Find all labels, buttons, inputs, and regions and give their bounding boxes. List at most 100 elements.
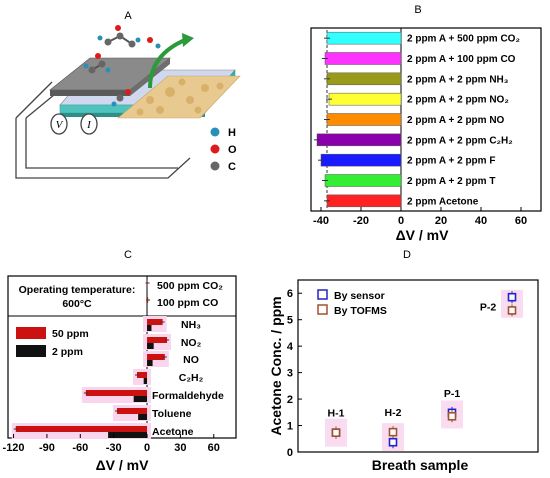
panel-c-bar-label-7: Formaldehyde — [152, 390, 224, 402]
panel-c-bar-label-4: NO₂ — [181, 337, 202, 349]
panel-label-c: C — [124, 249, 132, 261]
panel-b-bar-2-ppm-acetone — [326, 194, 402, 208]
panel-c-bar-2ppm-c-h — [143, 378, 148, 384]
panel-d-y-axis-label: Acetone Conc. / ppm — [268, 296, 284, 435]
panel-c-bar-label-3: NH₃ — [181, 319, 201, 331]
panel-label-b: B — [414, 4, 421, 16]
panel-b-bar-2-ppm-a-500-ppm-co — [326, 31, 402, 45]
panel-c-bar-2ppm-no — [147, 360, 153, 366]
panel-b-bar-label-3: 2 ppm A + 2 ppm NH₃ — [407, 74, 509, 85]
panel-b-bars: 2 ppm A + 500 ppm CO₂ 2 ppm A + 100 ppm C… — [314, 31, 520, 208]
panel-b-tick-label: 40 — [475, 215, 487, 227]
panel-b-frame — [310, 27, 542, 212]
panel-b-tick-label: 0 — [398, 215, 404, 227]
atom-legend-o: O — [228, 144, 237, 156]
panel-label-a: A — [124, 10, 132, 22]
panel-d-tick-label: 1 — [287, 421, 293, 433]
panel-b-bar-2-ppm-a-100-ppm-co — [324, 52, 402, 65]
panel-c-bar-50ppm-c-h — [137, 372, 148, 378]
legend-swatch-50ppm — [16, 327, 46, 339]
atom-legend-h: H — [228, 127, 236, 139]
atom-legend-c: C — [228, 161, 236, 173]
panel-d-tick-label: 2 — [287, 394, 293, 406]
panel-label-d: D — [403, 249, 411, 261]
panel-b-tick-label: 60 — [515, 215, 527, 227]
panel-c-bar-2ppm-acetone — [108, 432, 148, 438]
panel-c-tick-label: -60 — [72, 442, 88, 454]
panel-b-bar-2-ppm-a-2-ppm-nh — [326, 72, 402, 86]
panel-b-bar-label-1: 2 ppm A + 500 ppm CO₂ — [407, 34, 520, 45]
panel-b-bar-label-5: 2 ppm A + 2 ppm NO — [407, 115, 505, 126]
panel-c-bar-2ppm-toluene — [138, 414, 148, 420]
panel-b-bar-label-8: 2 ppm A + 2 ppm T — [407, 176, 495, 187]
panel-c-tick-label: -90 — [39, 442, 55, 454]
panel-c-bar-label-6: C₂H₂ — [179, 372, 204, 384]
panel-d-frame — [297, 279, 539, 453]
voltmeter-label: V — [56, 119, 64, 131]
panel-d-sample-label-p-2: P-2 — [480, 301, 497, 313]
panel-b-bar-label-2: 2 ppm A + 100 ppm CO — [407, 54, 516, 65]
panel-c-tick-label: 60 — [208, 442, 220, 454]
voltmeter-icon — [50, 113, 68, 135]
panel-c-bar-50ppm-no — [147, 354, 165, 360]
panel-d-sample-label-p-1: P-1 — [444, 388, 461, 400]
panel-d-point-by-tofms-p-1 — [447, 411, 457, 421]
legend-label-by-sensor: By sensor — [334, 290, 385, 302]
panel-d-legend: By sensor By TOFMS — [317, 289, 387, 317]
panel-c-legend: 50 ppm 2 ppm — [16, 327, 89, 358]
panel-d-tick-label: 0 — [287, 447, 293, 459]
panel-b-bar-2-ppm-a-2-ppm-f — [320, 153, 402, 167]
panel-d-sample-label-h-1: H-1 — [328, 408, 345, 420]
panel-d-point-by-tofms-h-2 — [388, 427, 398, 437]
panel-b-bar-label-4: 2 ppm A + 2 ppm NO₂ — [407, 95, 509, 106]
panel-c-bar-label-9: Acetone — [152, 426, 194, 438]
atom-legend: H O C — [210, 127, 237, 173]
panel-c-bar-label-2: 100 ppm CO — [157, 297, 218, 309]
hydrogen-atom-icon — [210, 127, 220, 137]
panel-c-bar-2ppm-nh — [147, 325, 152, 331]
panel-c-bar-2ppm-formaldehyde — [133, 396, 148, 402]
panel-d-y-axis: 0 1 2 3 4 5 6 — [287, 288, 302, 459]
panel-c-tick-label: 0 — [144, 442, 150, 454]
panel-d-point-by-sensor-h-2 — [388, 437, 398, 447]
panel-b-tick-label: -40 — [313, 215, 329, 227]
panel-c-bar-50ppm-formaldehyde — [85, 390, 148, 396]
panel-d-points: H-1 H-2 P-1 P-2 — [325, 289, 523, 452]
carbon-atom-icon — [210, 161, 220, 171]
panel-d-x-axis-label: Breath sample — [372, 457, 469, 473]
panel-b-bar-label-6: 2 ppm A + 2 ppm C₂H₂ — [407, 135, 513, 146]
ammeter-icon — [80, 113, 98, 135]
panel-d-tick-label: 3 — [287, 368, 293, 380]
oxygen-atom-icon — [210, 144, 220, 154]
legend-label-50ppm: 50 ppm — [52, 328, 89, 340]
sensor-schematic: V I — [15, 25, 241, 179]
panel-b-bar-2-ppm-a-2-ppm-c-h — [316, 133, 402, 147]
panel-c-tick-label: -30 — [106, 442, 122, 454]
panel-c-bar-2ppm-no — [147, 343, 154, 349]
legend-label-2ppm: 2 ppm — [52, 346, 83, 358]
panel-d-tick-label: 6 — [287, 288, 293, 300]
panel-c-tick-label: 30 — [174, 442, 186, 454]
panel-b-x-axis-label: ΔV / mV — [396, 227, 450, 243]
panel-c-bar-label-8: Toluene — [152, 408, 192, 420]
panel-d-highlight-p-2 — [501, 289, 523, 318]
panel-b-bar-label-7: 2 ppm A + 2 ppm F — [407, 156, 495, 167]
panel-c-bar-label-1: 500 ppm CO₂ — [157, 280, 223, 292]
panel-c-bar-50ppm-toluene — [116, 408, 148, 414]
panel-b-tick-label: 20 — [435, 215, 447, 227]
panel-b-bar-2-ppm-a-2-ppm-no — [328, 92, 402, 106]
panel-b-tick-label: -20 — [353, 215, 369, 227]
panel-d-tick-label: 5 — [287, 315, 293, 327]
panel-d-sample-label-h-2: H-2 — [385, 407, 402, 419]
panel-d-point-by-sensor-p-2 — [507, 292, 517, 302]
panel-c-x-axis: -120 -90 -60 -30 0 30 60 — [3, 434, 220, 454]
ammeter-label: I — [86, 119, 92, 131]
legend-swatch-2ppm — [16, 345, 46, 357]
panel-c-bar-50ppm-acetone — [15, 426, 148, 432]
panel-d-tick-label: 4 — [287, 341, 294, 353]
panel-d-point-by-tofms-p-2 — [507, 306, 517, 315]
legend-marker-by-sensor — [317, 289, 328, 300]
panel-c-bars: 500 ppm CO₂ 100 ppm CO NH₃ NO₂ NO C₂H₂ Formald… — [11, 280, 224, 439]
legend-marker-by-tofms — [317, 304, 328, 315]
